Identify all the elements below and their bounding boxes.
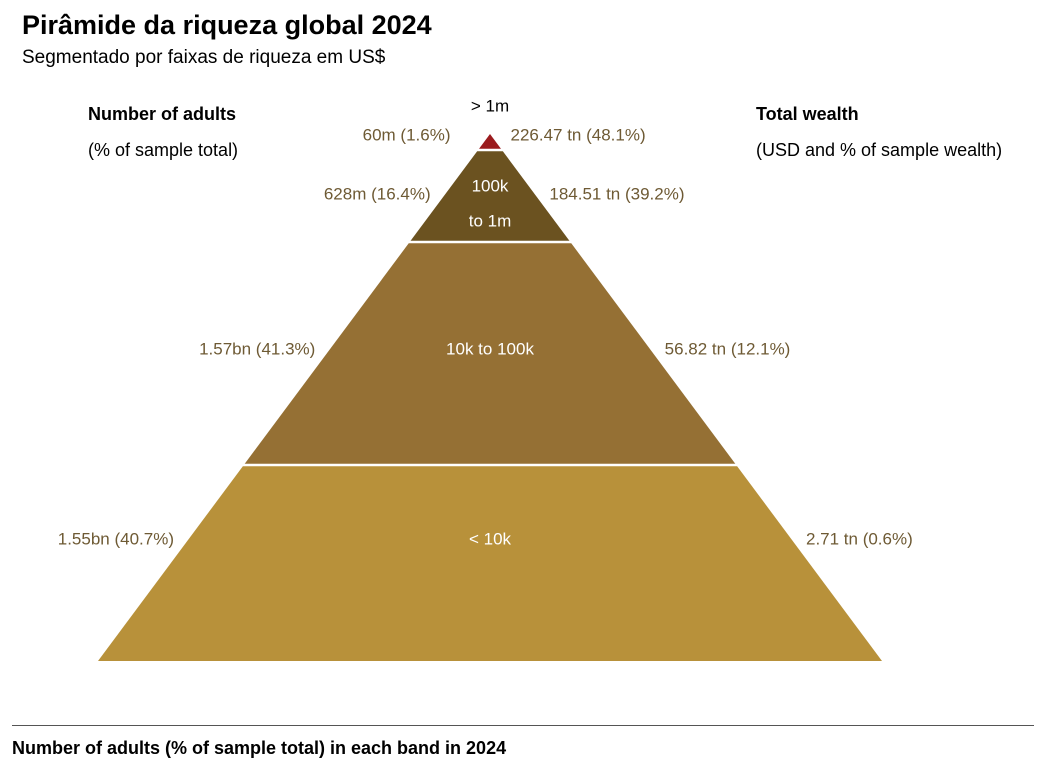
band-label-10k-to-100k: 10k to 100k — [446, 339, 534, 358]
band-label-100k-to-1m: 100k — [472, 176, 509, 195]
footer-note: Number of adults (% of sample total) in … — [12, 738, 507, 758]
wealth-value-label: 184.51 tn (39.2%) — [549, 184, 684, 203]
pyramid-tier-2 — [409, 150, 571, 242]
pyramid-tier-1 — [478, 134, 502, 150]
band-label-1m: > 1m — [471, 96, 509, 115]
wealth-subheader: (USD and % of sample wealth) — [756, 140, 1003, 160]
band-label-100k-to-1m: to 1m — [469, 211, 512, 230]
wealth-value-label: 56.82 tn (12.1%) — [665, 339, 791, 358]
wealth-header: Total wealth — [756, 104, 859, 124]
wealth-value-label: 226.47 tn (48.1%) — [510, 125, 645, 144]
chart-subtitle: Segmentado por faixas de riqueza em US$ — [22, 47, 386, 68]
adults-value-label: 60m (1.6%) — [363, 125, 451, 144]
adults-subheader: (% of sample total) — [88, 140, 239, 160]
adults-value-label: 628m (16.4%) — [324, 184, 431, 203]
band-label-10k: < 10k — [469, 529, 512, 548]
chart-title: Pirâmide da riqueza global 2024 — [22, 10, 432, 40]
pyramid-tier-4 — [98, 465, 882, 661]
adults-value-label: 1.55bn (40.7%) — [58, 529, 174, 548]
adults-header: Number of adults — [88, 104, 237, 124]
pyramid-tier-3 — [243, 242, 737, 465]
footer-divider — [12, 725, 1034, 726]
adults-value-label: 1.57bn (41.3%) — [199, 339, 315, 358]
wealth-value-label: 2.71 tn (0.6%) — [806, 529, 913, 548]
